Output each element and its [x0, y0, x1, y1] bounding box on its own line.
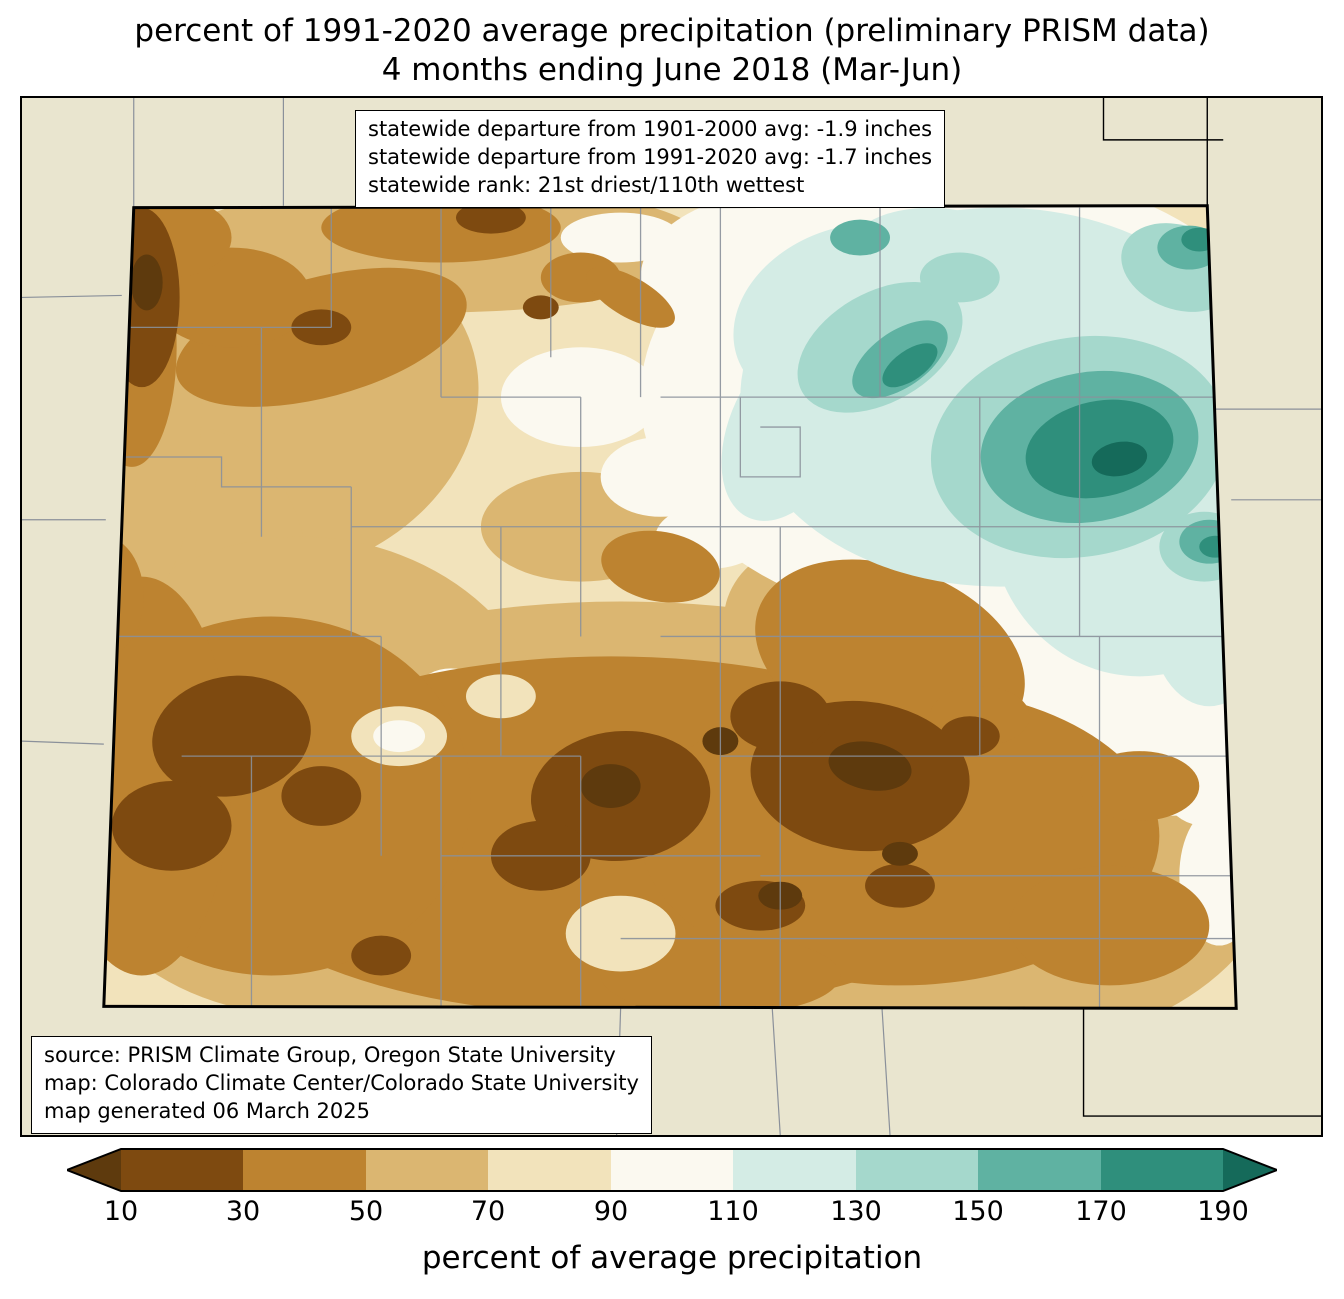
colorbar-tick: 170: [1075, 1196, 1127, 1227]
colorbar-segment-30-50: [243, 1149, 367, 1191]
colorbar-tick: 150: [952, 1196, 1004, 1227]
colorbar-tick: 90: [593, 1196, 629, 1227]
colorbar: [67, 1148, 1277, 1192]
contour-valley-spots-90-110: [373, 720, 426, 753]
colorbar-tick: 130: [830, 1196, 882, 1227]
contour-band-above-190: [1091, 441, 1148, 477]
source-line2: map: Colorado Climate Center/Colorado St…: [44, 1070, 639, 1095]
colorbar-segment-50-70: [366, 1149, 489, 1191]
colorbar-segment-10-30: [121, 1149, 244, 1191]
source-line1: source: PRISM Climate Group, Oregon Stat…: [44, 1043, 616, 1067]
map-title-line2: 4 months ending June 2018 (Mar-Jun): [381, 51, 963, 88]
colorbar-arrow-above-190: [1223, 1149, 1277, 1191]
map-title-line1: percent of 1991-2020 average precipitati…: [134, 13, 1210, 49]
colorbar-tick: 110: [707, 1196, 759, 1227]
contour-band-170-190: [882, 227, 1232, 558]
colorbar-segment-130-150: [856, 1149, 979, 1191]
colorbar-tick: 30: [225, 1196, 261, 1227]
contour-valley-spots-70-90: [351, 674, 676, 972]
neighbor-state-lines-black: [1082, 98, 1321, 1117]
colorbar-tick: 10: [103, 1196, 139, 1227]
colorbar-segment-90-110: [611, 1149, 734, 1191]
colorbar-segment-150-170: [978, 1149, 1102, 1191]
colorbar-ticks: 10 30 50 70 90 110 130 150 170 190: [67, 1196, 1277, 1232]
colorado-precipitation-map: [22, 98, 1321, 1135]
colorbar-axis-label: percent of average precipitation: [421, 1240, 923, 1276]
stats-line3: statewide rank: 21st driest/110th wettes…: [368, 172, 805, 197]
colorbar-segment-70-90: [488, 1149, 612, 1191]
source-line3: map generated 06 March 2025: [44, 1098, 371, 1123]
colorbar-tick: 190: [1197, 1196, 1249, 1227]
source-credit-box: source: PRISM Climate Group, Oregon Stat…: [31, 1036, 652, 1134]
map-title: percent of 1991-2020 average precipitati…: [0, 12, 1344, 90]
colorbar-outline: [67, 1148, 1277, 1192]
colorbar-tick: 50: [348, 1196, 384, 1227]
colorbar-arrow-below-10: [67, 1149, 121, 1191]
colorbar-segment-170-190: [1101, 1149, 1223, 1191]
statewide-stats-box: statewide departure from 1901-2000 avg: …: [355, 110, 946, 208]
stats-line1: statewide departure from 1901-2000 avg: …: [368, 117, 933, 141]
colorbar-tick: 70: [470, 1196, 506, 1227]
county-boundaries: [103, 205, 1237, 1009]
colorbar-segment-110-130: [733, 1149, 857, 1191]
map-panel: statewide departure from 1901-2000 avg: …: [20, 96, 1323, 1137]
stats-line2: statewide departure from 1991-2020 avg: …: [368, 144, 933, 169]
